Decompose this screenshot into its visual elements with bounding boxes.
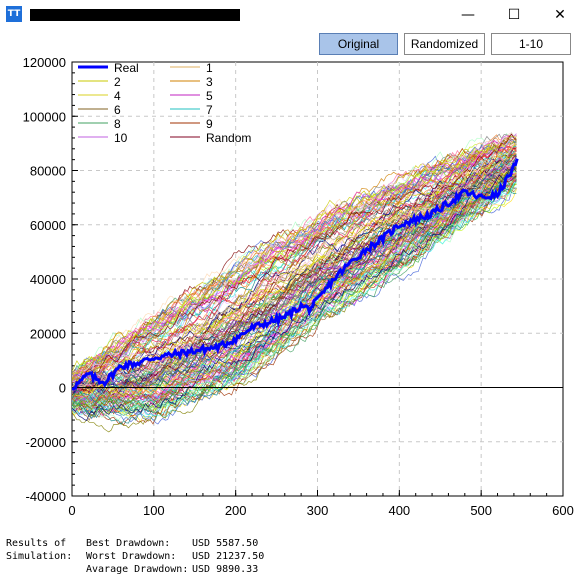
random-series-line [72,178,517,404]
random-series-line [72,160,517,393]
random-series-line [72,181,517,417]
legend-label: 5 [206,89,213,103]
best-drawdown-label: Best Drawdown: [86,538,171,549]
y-tick-label: 120000 [23,56,66,70]
range-1-10-button[interactable]: 1-10 [491,33,571,55]
redacted-window-title [30,9,240,21]
random-series-line [72,167,517,408]
random-series-line [72,133,517,380]
legend-label: 7 [206,103,213,117]
window-title-bar: TT — ☐ ✕ [0,0,583,30]
random-series-line [72,145,517,389]
legend-label: 1 [206,61,213,75]
y-tick-label: 20000 [30,326,66,341]
x-tick-label: 500 [470,503,492,518]
random-series-line [72,171,517,418]
y-tick-label: 0 [59,381,66,396]
simulation-chart: -40000 -20000 0 20000 40000 60000 80000 100000 1… [23,56,574,518]
minimize-button[interactable]: — [461,7,475,23]
random-series-line [72,155,517,392]
y-tick-label: -20000 [26,435,66,450]
close-button[interactable]: ✕ [554,7,566,23]
x-tick-label: 200 [225,503,247,518]
app-icon: TT [6,6,22,22]
x-tick-label: 600 [552,503,574,518]
results-label-line1: Results of [6,538,67,549]
x-tick-label: 100 [143,503,165,518]
results-label-line2: Simulation: [6,551,73,562]
randomized-button[interactable]: Randomized [404,33,485,55]
worst-drawdown-value: USD 21237.50 [192,551,265,562]
legend-label: 6 [114,103,121,117]
y-tick-label: 40000 [30,272,66,287]
x-tick-label: 0 [68,503,75,518]
y-tick-label: -40000 [26,489,66,504]
random-series-line [72,155,517,394]
y-tick-label: 80000 [30,164,66,179]
random-series-line [72,165,517,401]
x-tick-label: 300 [307,503,329,518]
random-series-line [72,135,517,378]
random-series-line [72,134,517,376]
random-series-line [72,147,517,381]
average-drawdown-value: USD 9890.33 [192,564,259,575]
legend-label: 2 [114,75,121,89]
legend-label: 9 [206,117,213,131]
legend-label: 10 [114,131,128,145]
random-series-line [72,180,517,411]
random-series-line [72,156,517,394]
average-drawdown-label: Avarage Drawdown: [86,564,189,575]
random-series-line [72,186,517,425]
best-drawdown-value: USD 5587.50 [192,538,259,549]
legend-label: 4 [114,89,121,103]
random-series-line [72,165,517,411]
random-series-line [72,143,517,378]
worst-drawdown-label: Worst Drawdown: [86,551,177,562]
legend-label: Real [114,61,139,75]
random-series-line [72,136,517,381]
random-series-line [72,144,517,379]
random-series-line [72,167,517,421]
maximize-button[interactable]: ☐ [507,7,521,23]
random-series-line [72,173,517,407]
random-series-line [72,132,517,377]
series-group [72,131,563,433]
random-series-line [72,186,517,421]
y-tick-label: 60000 [30,218,66,233]
legend-label: 3 [206,75,213,89]
y-tick-label: 100000 [23,109,66,124]
random-series-line [72,142,517,390]
original-button[interactable]: Original [319,33,398,55]
real-series-line [72,158,519,391]
x-tick-label: 400 [388,503,410,518]
legend-label: Random [206,131,251,145]
random-series-line [72,179,517,405]
random-series-line [72,133,517,384]
legend-label: 8 [114,117,121,131]
